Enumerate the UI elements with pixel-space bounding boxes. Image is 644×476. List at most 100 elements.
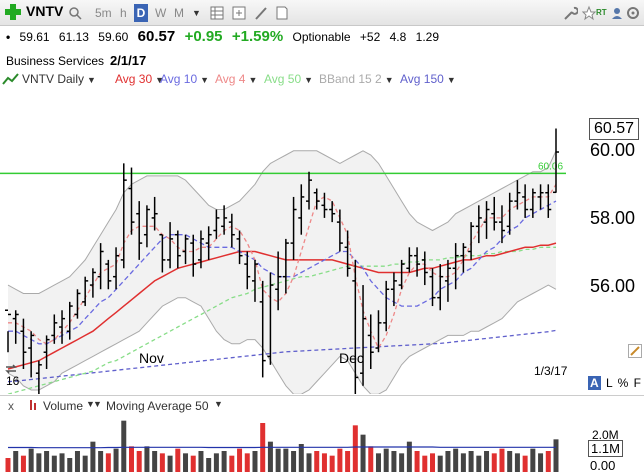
menu-dots[interactable]: • (6, 30, 11, 44)
vol-label-2m: 2.0M (592, 428, 619, 442)
ohlc-bar (306, 171, 313, 210)
legend-avg150[interactable]: Avg 150 ▼ (400, 72, 456, 86)
volume-header: x Volume ▼ ▼ Moving Average 50 ▼ (0, 395, 644, 413)
volume-bar (51, 455, 57, 472)
volume-bar (82, 455, 88, 472)
ohlc-bar (390, 272, 397, 307)
draw-pencil-icon[interactable] (254, 4, 268, 22)
ohlc-bar (221, 205, 228, 235)
ohlc-bar (190, 234, 197, 277)
volume-bar (329, 455, 335, 472)
volume-bar (460, 453, 466, 472)
volume-bar (360, 434, 366, 472)
ohlc-bar (128, 167, 135, 235)
volume-bar (152, 451, 158, 472)
tool-l[interactable]: L (606, 376, 613, 390)
star-icon[interactable] (581, 4, 597, 22)
legend-avg4[interactable]: Avg 4 ▼ (215, 72, 258, 86)
ohlc-bar (398, 259, 405, 290)
symbol-label[interactable]: VNTV (26, 3, 64, 19)
ohlc-bar (267, 272, 274, 365)
volume-bar (213, 453, 219, 472)
ohlc-bar (5, 309, 11, 353)
ohlc-bar (213, 209, 220, 239)
close-volume-icon[interactable]: x (8, 399, 14, 413)
volume-settings[interactable] (28, 399, 38, 414)
bband-fill (8, 150, 556, 394)
vol-label-zero: 0.00 (590, 458, 616, 473)
volume-bar (59, 453, 65, 472)
volume-bar (468, 451, 474, 472)
volume-bar (175, 448, 181, 472)
volume-bar (206, 458, 212, 472)
ma-dropdown-icon[interactable]: ▼ (93, 399, 102, 409)
search-icon[interactable] (68, 4, 82, 22)
add-indicator-icon[interactable] (232, 4, 248, 22)
volume-bar (430, 453, 436, 472)
price-label-56: 56.00 (590, 276, 636, 296)
chart-type-icon[interactable] (2, 72, 20, 89)
ohlc-bar (97, 243, 104, 290)
interval-5m-button[interactable]: 5m (95, 6, 112, 20)
note-icon[interactable] (275, 4, 289, 22)
legend-bband[interactable]: BBand 15 2 ▼ (319, 72, 394, 86)
legend-avg50[interactable]: Avg 50 ▼ (264, 72, 314, 86)
volume-bar (383, 448, 389, 472)
volume-bar (453, 448, 459, 472)
wrench-icon[interactable] (562, 4, 579, 22)
ohlc-bar (43, 335, 50, 370)
edit-pencil-icon[interactable] (628, 344, 642, 361)
table-icon[interactable] (210, 4, 224, 22)
person-icon[interactable] (610, 4, 624, 22)
ohlc-bar (360, 285, 367, 386)
volume-bar (399, 453, 405, 472)
volume-ma-label[interactable]: Moving Average 50 (106, 399, 209, 413)
ohlc-bar (20, 318, 27, 370)
volume-ma-line (8, 446, 556, 449)
legend-avg30[interactable]: Avg 30 ▼ (115, 72, 165, 86)
ohlc-bar (545, 184, 552, 218)
ohlc-bar (159, 233, 166, 273)
price-chart[interactable]: 60.06 (0, 88, 586, 394)
price-axis: 60.57 60.00 58.00 56.00 (586, 88, 644, 390)
settings-icon[interactable] (626, 4, 640, 22)
high-price: 61.13 (58, 30, 89, 44)
industry-line: Business Services 2/1/17 (6, 53, 146, 68)
interval-m-button[interactable]: M (174, 6, 184, 20)
toolbar: VNTV 5m h D W M ▼ RT (0, 0, 644, 26)
ohlc-bar (74, 289, 81, 319)
ohlc-bar (414, 247, 421, 277)
ohlc-bar (89, 268, 96, 298)
bband-lower-line (7, 284, 557, 394)
volume-bar (514, 453, 520, 472)
ohlc-bar (468, 222, 475, 260)
tool-a[interactable]: A (588, 376, 601, 390)
interval-d-button[interactable]: D (134, 4, 148, 22)
corner-date: 1/3/17 (534, 364, 568, 378)
volume-bar (5, 458, 11, 472)
volume-title[interactable]: Volume (43, 399, 84, 413)
extra-value-1: +52 (359, 30, 381, 44)
volume-bar (113, 448, 119, 472)
interval-dropdown-icon[interactable]: ▼ (192, 8, 201, 18)
tool-f[interactable]: F (633, 376, 641, 390)
interval-h-button[interactable]: h (120, 6, 127, 20)
volume-bar (275, 448, 281, 472)
ohlc-bar (375, 310, 382, 353)
volume-dropdown-icon[interactable]: ▼ (86, 399, 95, 409)
legend-series[interactable]: VNTV Daily ▼ (22, 72, 96, 86)
scroll-arrows-icon[interactable] (4, 362, 18, 379)
add-symbol-icon[interactable] (4, 3, 22, 21)
volume-ma-dropdown-icon[interactable]: ▼ (214, 399, 223, 409)
legend-avg10[interactable]: Avg 10 ▼ (160, 72, 210, 86)
ohlc-bar (143, 205, 150, 248)
volume-bar (144, 446, 150, 472)
price-label-58: 58.00 (590, 208, 636, 228)
fragment-label: 16 (6, 374, 20, 388)
tool-pct[interactable]: % (617, 376, 629, 390)
volume-chart[interactable] (0, 414, 586, 474)
ohlc-bar (59, 310, 66, 344)
interval-w-button[interactable]: W (155, 6, 167, 20)
volume-bar (229, 455, 235, 472)
volume-bar (221, 451, 227, 472)
